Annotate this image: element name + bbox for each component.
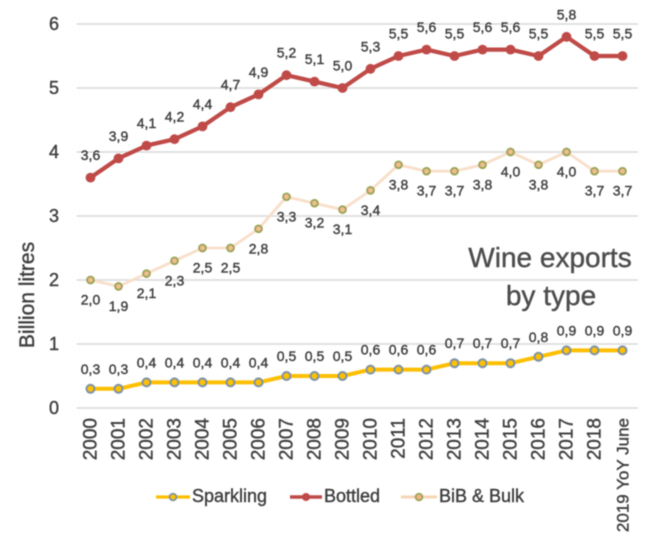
svg-text:2019 YoY June: 2019 YoY June [614,418,633,532]
svg-text:0,6: 0,6 [417,342,437,358]
svg-text:5,6: 5,6 [473,19,493,35]
svg-text:5,3: 5,3 [361,38,381,54]
svg-text:3,8: 3,8 [473,176,493,192]
svg-text:3,8: 3,8 [529,176,549,192]
svg-text:2012: 2012 [417,418,438,460]
svg-text:Bottled: Bottled [324,486,380,506]
svg-text:2010: 2010 [361,418,382,460]
svg-text:4,0: 4,0 [557,164,577,180]
svg-text:3,1: 3,1 [333,221,353,237]
svg-text:0,9: 0,9 [585,322,605,338]
svg-text:2,5: 2,5 [221,260,241,276]
svg-text:2,1: 2,1 [137,285,157,301]
svg-text:0,7: 0,7 [473,335,493,351]
svg-text:2016: 2016 [529,418,550,460]
svg-text:5,5: 5,5 [613,26,633,42]
svg-text:2018: 2018 [585,418,606,460]
svg-text:3,8: 3,8 [389,176,409,192]
svg-text:0,4: 0,4 [137,354,157,370]
svg-text:3: 3 [49,206,59,226]
svg-text:2,8: 2,8 [249,240,269,256]
svg-text:3,7: 3,7 [417,183,437,199]
svg-text:0: 0 [49,398,59,418]
svg-text:0,5: 0,5 [333,348,353,364]
svg-text:2017: 2017 [557,418,578,460]
svg-text:2011: 2011 [389,418,410,459]
svg-text:0,4: 0,4 [249,354,269,370]
svg-text:5,0: 5,0 [333,58,353,74]
svg-text:0,9: 0,9 [613,322,633,338]
svg-text:0,4: 0,4 [193,354,213,370]
svg-text:0,3: 0,3 [109,361,129,377]
svg-text:2006: 2006 [249,418,270,460]
svg-text:3,4: 3,4 [361,202,381,218]
svg-text:2000: 2000 [81,418,102,460]
svg-text:5,6: 5,6 [501,19,521,35]
svg-text:0,5: 0,5 [277,348,297,364]
svg-text:4,0: 4,0 [501,164,521,180]
svg-text:5,5: 5,5 [529,26,549,42]
svg-text:0,4: 0,4 [221,354,241,370]
svg-text:5,5: 5,5 [585,26,605,42]
svg-text:0,5: 0,5 [305,348,325,364]
svg-text:Billion litres: Billion litres [16,242,39,348]
svg-text:Wine exports: Wine exports [468,242,631,273]
svg-text:3,2: 3,2 [305,215,325,231]
svg-text:3,7: 3,7 [585,183,605,199]
svg-text:5,6: 5,6 [417,19,437,35]
svg-text:2003: 2003 [165,418,186,460]
svg-text:4: 4 [49,142,59,162]
svg-text:0,6: 0,6 [361,342,381,358]
svg-text:BiB & Bulk: BiB & Bulk [439,486,525,506]
svg-text:3,3: 3,3 [277,208,297,224]
svg-text:3,9: 3,9 [109,128,129,144]
svg-text:1,9: 1,9 [109,298,129,314]
svg-text:2009: 2009 [333,418,354,460]
svg-text:2008: 2008 [305,418,326,460]
svg-text:5,5: 5,5 [389,26,409,42]
svg-text:4,7: 4,7 [221,77,241,93]
svg-text:5,1: 5,1 [305,51,325,67]
svg-text:5,5: 5,5 [445,26,465,42]
svg-text:0,7: 0,7 [501,335,521,351]
svg-text:3,7: 3,7 [613,183,633,199]
svg-text:3,6: 3,6 [81,147,101,163]
svg-text:5,8: 5,8 [557,6,577,22]
svg-text:2013: 2013 [445,418,466,460]
svg-text:2,3: 2,3 [165,272,185,288]
svg-text:5,2: 5,2 [277,45,297,61]
svg-text:0,6: 0,6 [389,342,409,358]
svg-text:Sparkling: Sparkling [192,486,267,506]
svg-text:0,9: 0,9 [557,322,577,338]
svg-text:2015: 2015 [501,418,522,460]
svg-text:by type: by type [506,280,596,311]
svg-text:0,4: 0,4 [165,354,185,370]
svg-text:0,3: 0,3 [81,361,101,377]
svg-text:4,4: 4,4 [193,96,213,112]
svg-text:4,9: 4,9 [249,64,269,80]
svg-text:2014: 2014 [473,418,494,461]
svg-text:6: 6 [49,14,59,34]
svg-text:0,7: 0,7 [445,335,465,351]
svg-text:3,7: 3,7 [445,183,465,199]
svg-text:4,1: 4,1 [137,115,157,131]
svg-text:2004: 2004 [193,418,214,461]
svg-text:2,0: 2,0 [81,292,101,308]
svg-text:2002: 2002 [137,418,158,460]
svg-text:2: 2 [49,270,59,290]
svg-text:2005: 2005 [221,418,242,460]
svg-text:2,5: 2,5 [193,260,213,276]
svg-text:2007: 2007 [277,418,298,460]
svg-text:2001: 2001 [109,418,130,460]
svg-text:5: 5 [49,78,59,98]
svg-text:1: 1 [49,334,59,354]
svg-text:0,8: 0,8 [529,329,549,345]
svg-text:4,2: 4,2 [165,109,185,125]
